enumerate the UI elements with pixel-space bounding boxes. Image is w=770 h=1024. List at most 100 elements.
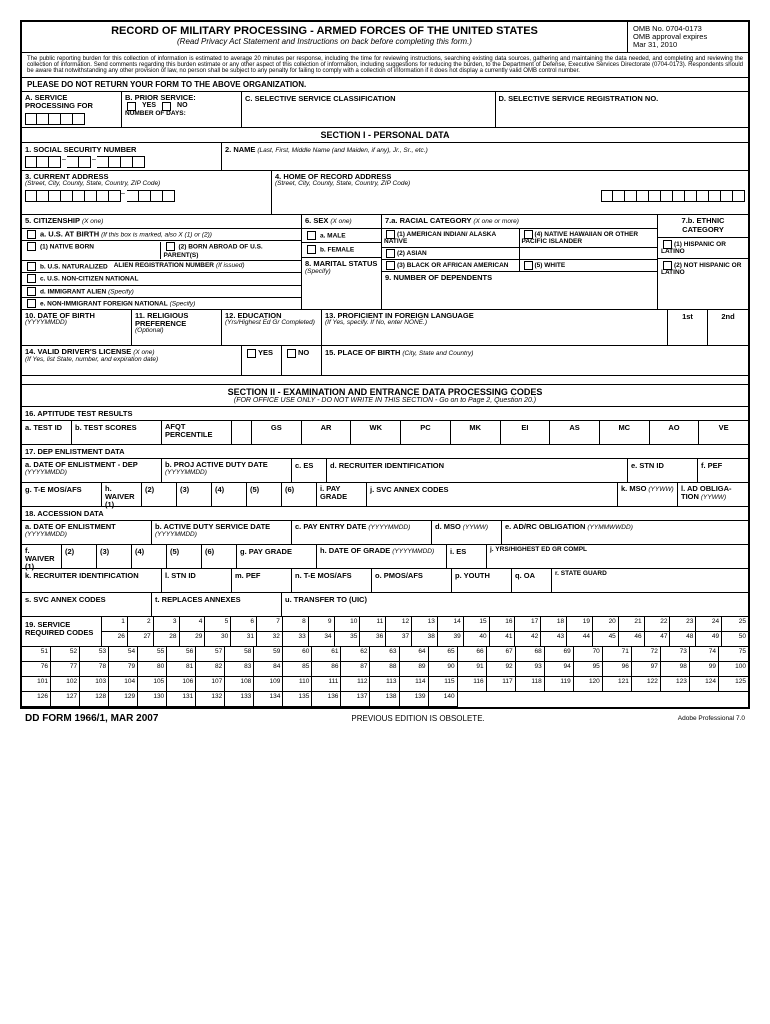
- field-2-label: 2. NAME: [225, 145, 255, 154]
- f18q: q. OA: [512, 569, 552, 592]
- f18a: a. DATE OF ENLISTMENT: [25, 522, 116, 531]
- 5d-check[interactable]: [27, 287, 36, 296]
- f18w6: (6): [202, 545, 237, 568]
- f18r: r. STATE GUARD: [552, 569, 748, 592]
- 7a4-label: (4) NATIVE HAWAIIAN OR OTHER PACIFIC ISL…: [522, 231, 639, 245]
- field-3: 3. CURRENT ADDRESS (Street, City, County…: [22, 171, 272, 214]
- f17a: a. DATE OF ENLISTMENT - DEP: [25, 460, 138, 469]
- field-4: 4. HOME OF RECORD ADDRESS (Street, City,…: [272, 171, 748, 214]
- f19-label: 19. SERVICE REQUIRED CODES: [22, 617, 102, 647]
- field-9-label: 9. NUMBER OF DEPENDENTS: [385, 273, 492, 282]
- field-2: 2. NAME (Last, First, Middle Name (and M…: [222, 143, 748, 170]
- f18e: e. AD/RC OBLIGATION: [505, 522, 585, 531]
- f14-x: (X one): [133, 349, 154, 356]
- f17e: e. STN ID: [628, 459, 698, 482]
- f14-yes: YES: [258, 348, 273, 357]
- f18w4: (4): [132, 545, 167, 568]
- f17b: b. PROJ ACTIVE DUTY DATE: [165, 460, 268, 469]
- field-8-hint: (Specify): [305, 268, 331, 275]
- field-b-days: NUMBER OF DAYS:: [125, 111, 238, 118]
- field-a-boxes[interactable]: [25, 113, 118, 125]
- field-4-hint: (Street, City, County, State, Country, Z…: [275, 181, 745, 188]
- f14-no-check[interactable]: [287, 349, 296, 358]
- field-14: 14. VALID DRIVER'S LICENSE (X one) (If Y…: [22, 346, 242, 375]
- field-d-label: D. SELECTIVE SERVICE REGISTRATION NO.: [499, 94, 659, 103]
- 5e-check[interactable]: [27, 299, 36, 308]
- 5a1-check[interactable]: [27, 242, 36, 251]
- 5d-hint: (Specify): [108, 288, 134, 295]
- f14-no: NO: [298, 348, 309, 357]
- field-a-label: A. SERVICE PROCESSING FOR: [25, 94, 118, 110]
- field-11: 11. RELIGIOUS PREFERENCE(Optional): [132, 310, 222, 345]
- f18w5: (5): [167, 545, 202, 568]
- 5b-check[interactable]: [27, 262, 36, 271]
- test-pc: PC: [401, 421, 451, 444]
- f16-afqt: AFQT PERCENTILE: [162, 421, 232, 444]
- f18a-hint: (YYYYMMDD): [25, 531, 67, 538]
- f11-label: 11. RELIGIOUS PREFERENCE: [135, 312, 218, 328]
- 7b2-label: (2) NOT HISPANIC OR LATINO: [661, 262, 741, 276]
- row-19: 19. SERVICE REQUIRED CODES 1234567891011…: [22, 617, 748, 647]
- f17w6: (6): [282, 483, 317, 506]
- 5e-hint: (Specify): [170, 300, 196, 307]
- 7a1-label: (1) AMERICAN INDIAN/ ALASKA NATIVE: [384, 231, 496, 245]
- 5a2-check[interactable]: [166, 242, 175, 251]
- 7a2-check[interactable]: [386, 249, 395, 258]
- 5a-check[interactable]: [27, 230, 36, 239]
- f17d: d. RECRUITER IDENTIFICATION: [327, 459, 628, 482]
- 7a3-check[interactable]: [386, 261, 395, 270]
- f17f: f. PEF: [698, 459, 748, 482]
- footer-right: Adobe Professional 7.0: [678, 715, 745, 722]
- home-addr-boxes[interactable]: [601, 190, 745, 202]
- field-12: 12. EDUCATION(Yrs/Highest Ed Gr Complete…: [222, 310, 322, 345]
- 7a5-check[interactable]: [524, 261, 533, 270]
- ssn-boxes[interactable]: – –: [25, 156, 218, 168]
- omb-date: Mar 31, 2010: [633, 41, 743, 49]
- addr-boxes[interactable]: –: [25, 190, 268, 202]
- row-17a: a. DATE OF ENLISTMENT - DEP (YYYYMMDD) b.…: [22, 459, 748, 483]
- row-17b: g. T-E MOS/AFS h. WAIVER(1) (2) (3) (4) …: [22, 483, 748, 507]
- row-16: 16. APTITUDE TEST RESULTS: [22, 407, 748, 421]
- f18e-hint: (YYMMWWDD): [587, 524, 633, 531]
- test-wk: WK: [351, 421, 401, 444]
- f11-hint: (Optional): [135, 328, 218, 335]
- f18b: b. ACTIVE DUTY SERVICE DATE: [155, 522, 270, 531]
- f18-label: 18. ACCESSION DATA: [22, 507, 748, 520]
- f18n: n. T-E MOS/AFS: [292, 569, 372, 592]
- yes-label: YES: [142, 102, 156, 109]
- f18g: g. PAY GRADE: [237, 545, 317, 568]
- f16-label: 16. APTITUDE TEST RESULTS: [22, 407, 748, 420]
- field-1: 1. SOCIAL SECURITY NUMBER – –: [22, 143, 222, 170]
- f17w3: (3): [177, 483, 212, 506]
- f18o: o. PMOS/AFS: [372, 569, 452, 592]
- row-18c: k. RECRUITER IDENTIFICATION l. STN ID m.…: [22, 569, 748, 593]
- codes-grid[interactable]: 1234567891011121314151617181920212223242…: [102, 617, 748, 647]
- 6a-label: a. MALE: [320, 233, 346, 240]
- field-13: 13. PROFICIENT IN FOREIGN LANGUAGE(If Ye…: [322, 310, 668, 345]
- field-c-label: C. SELECTIVE SERVICE CLASSIFICATION: [245, 94, 396, 103]
- sec2-title: SECTION II - EXAMINATION AND ENTRANCE DA…: [24, 387, 746, 397]
- row-10-13: 10. DATE OF BIRTH(YYYYMMDD) 11. RELIGIOU…: [22, 310, 748, 346]
- f17g: g. T-E MOS/AFS: [22, 483, 102, 506]
- row-17: 17. DEP ENLISTMENT DATA: [22, 445, 748, 459]
- field-6-x: (X one): [330, 218, 351, 225]
- f14-yes-check[interactable]: [247, 349, 256, 358]
- f18c: c. PAY ENTRY DATE: [295, 522, 366, 531]
- footer-form: DD FORM 1966/1, MAR 2007: [25, 713, 158, 724]
- field-1-label: 1. SOCIAL SECURITY NUMBER: [25, 145, 218, 154]
- 6a-check[interactable]: [307, 231, 316, 240]
- 6b-label: b. FEMALE: [320, 247, 354, 254]
- field-7b: 7.b. ETHNIC CATEGORY (1) HISPANIC OR LAT…: [658, 215, 748, 309]
- test-mc: MC: [600, 421, 650, 444]
- 6b-check[interactable]: [307, 245, 316, 254]
- f17-label: 17. DEP ENLISTMENT DATA: [22, 445, 748, 458]
- 5d-label: d. IMMIGRANT ALIEN: [40, 288, 106, 295]
- field-7a-x: (X one or more): [473, 218, 519, 225]
- f17b-hint: (YYYYMMDD): [165, 469, 207, 476]
- f12-hint: (Yrs/Highest Ed Gr Completed): [225, 320, 318, 327]
- sec2-sub: (FOR OFFICE USE ONLY - DO NOT WRITE IN T…: [24, 397, 746, 404]
- field-6-label: 6. SEX: [305, 216, 328, 225]
- 5c-check[interactable]: [27, 274, 36, 283]
- codes-grid-2[interactable]: 5152535455565758596061626364656667686970…: [22, 647, 748, 707]
- please-line: PLEASE DO NOT RETURN YOUR FORM TO THE AB…: [22, 78, 748, 92]
